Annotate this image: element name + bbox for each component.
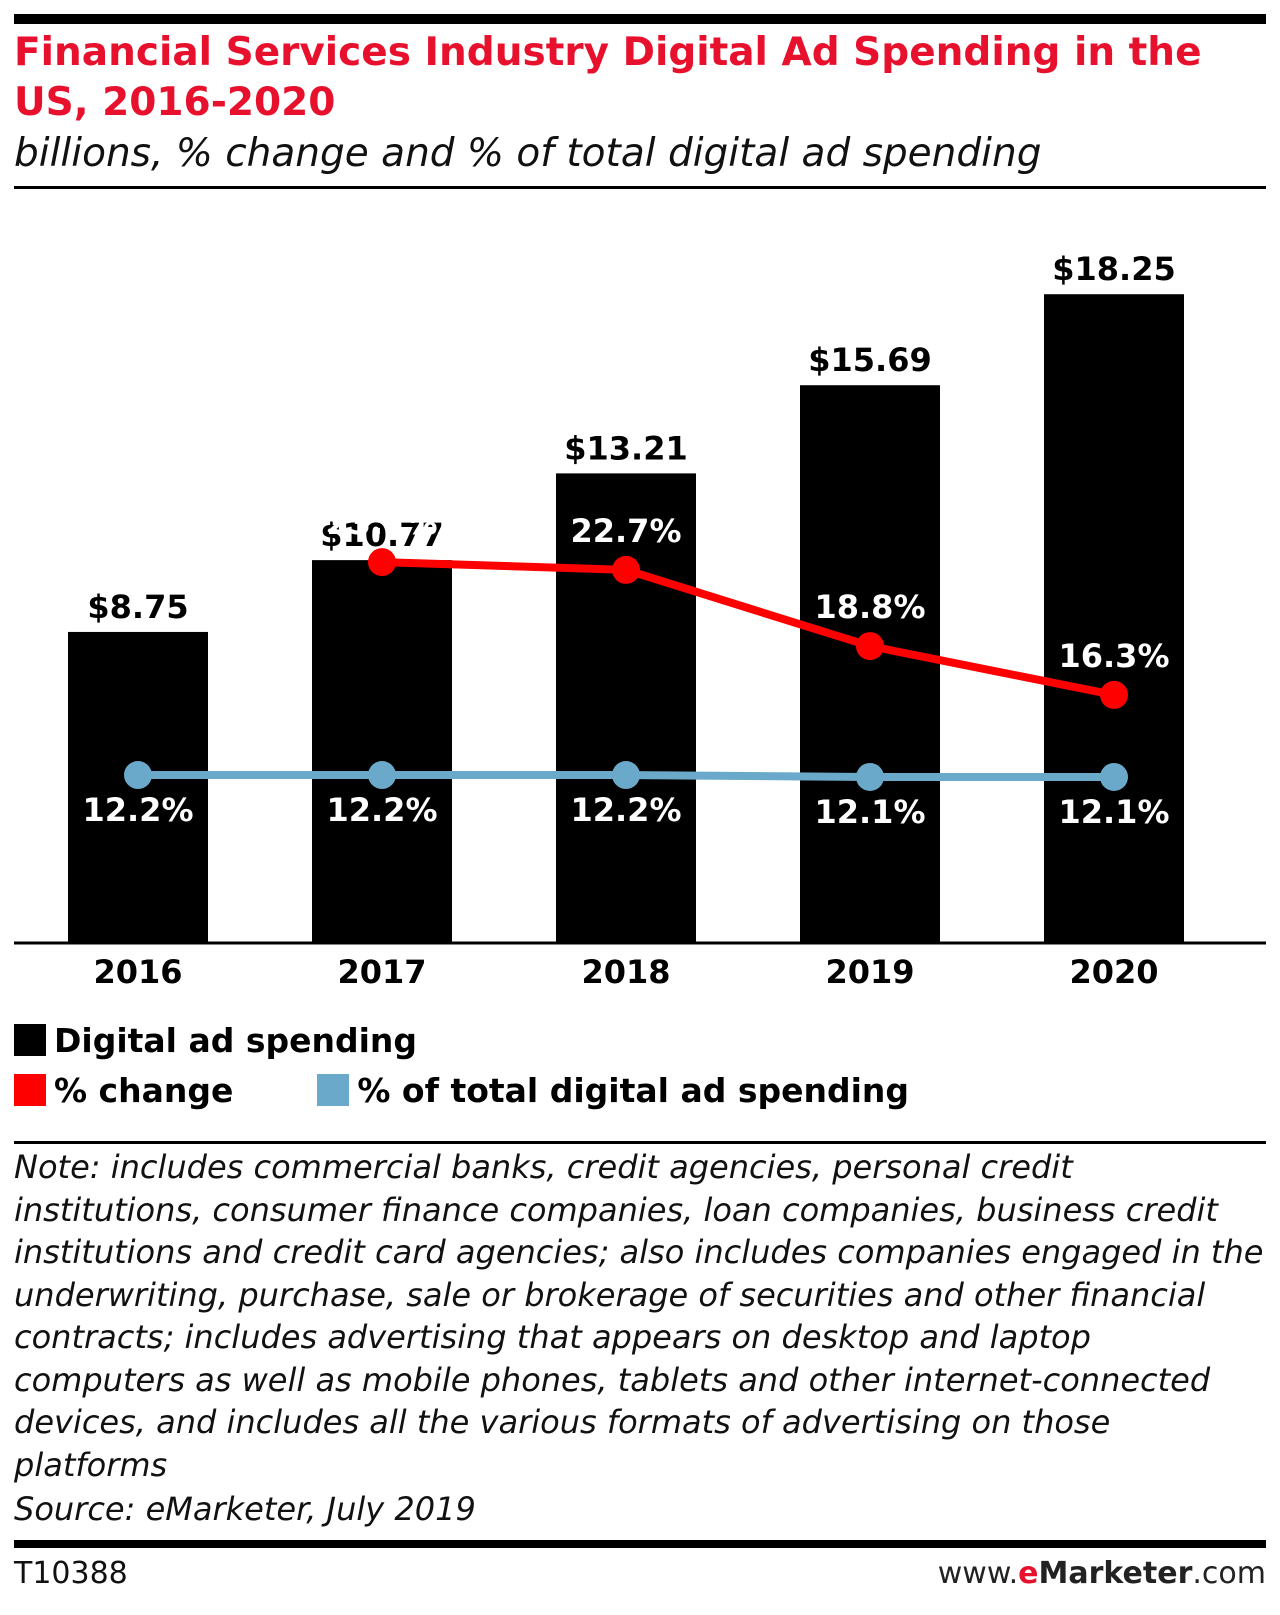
change-label-2019: 18.8% <box>814 588 925 626</box>
x-tick-label-2017: 2017 <box>337 953 426 991</box>
bar-line-chart: $8.75$10.77$13.21$15.69$18.25 12.2% 12.2%… <box>14 250 1266 991</box>
bar-value-label-2016: $8.75 <box>87 588 188 626</box>
legend-row-1: Digital ad spending <box>14 1018 501 1062</box>
share-label-2016: 12.2% <box>82 791 193 829</box>
x-tick-label-2018: 2018 <box>581 953 670 991</box>
change-line <box>378 558 1118 699</box>
change-point-2020 <box>1100 680 1128 709</box>
brand-suffix: .com <box>1192 1556 1266 1591</box>
legend-swatch-blue <box>317 1074 350 1106</box>
share-label-2017: 12.2% <box>326 791 437 829</box>
bar-2020 <box>1044 294 1184 943</box>
legend-item-percent-change: % change <box>14 1071 233 1110</box>
share-label-2018: 12.2% <box>570 791 681 829</box>
change-point-2019 <box>856 632 884 661</box>
x-axis-tick-labels: 2016 2017 2018 2019 2020 <box>93 953 1158 991</box>
legend-swatch-red <box>14 1074 46 1106</box>
note-rule <box>14 1141 1266 1144</box>
source-line: Source: eMarketer, July 2019 <box>14 1490 476 1528</box>
chart-id: T10388 <box>14 1556 128 1591</box>
change-label-2017: 23.1% <box>326 504 437 542</box>
legend-label: % of total digital ad spending <box>357 1070 910 1110</box>
x-tick-label-2019: 2019 <box>825 953 914 991</box>
chart-title: Financial Services Industry Digital Ad S… <box>14 30 1202 125</box>
bottom-rule <box>14 1540 1266 1548</box>
bar-value-label-2020: $18.25 <box>1052 250 1175 288</box>
change-label-2020: 16.3% <box>1058 637 1169 675</box>
x-tick-label-2016: 2016 <box>93 953 182 991</box>
brand-e: e <box>1018 1556 1039 1591</box>
change-point-2017 <box>368 548 396 577</box>
title-rule <box>14 186 1266 189</box>
line-series: 12.2% 12.2% 12.2% 12.1% 12.1% 23.1% 22.7% 18.8%… <box>82 504 1169 831</box>
share-label-2019: 12.1% <box>814 793 925 831</box>
share-point-2017 <box>368 761 396 790</box>
bar-value-label-2019: $15.69 <box>808 341 931 379</box>
legend-label: Digital ad spending <box>54 1020 418 1060</box>
legend-item-percent-of-total: % of total digital ad spending <box>317 1071 909 1110</box>
x-tick-label-2020: 2020 <box>1069 953 1158 991</box>
chart-subtitle: billions, % change and % of total digita… <box>14 131 1042 176</box>
share-point-2016 <box>124 761 152 790</box>
change-label-2018: 22.7% <box>570 512 681 550</box>
share-point-2018 <box>612 761 640 790</box>
legend-swatch-black <box>14 1024 46 1056</box>
share-label-2020: 12.1% <box>1058 793 1169 831</box>
bar-value-label-2018: $13.21 <box>564 429 687 467</box>
legend-item-digital-ad-spending: Digital ad spending <box>14 1021 417 1060</box>
bar-2018 <box>556 473 696 943</box>
bar-2017 <box>312 560 452 943</box>
change-point-2018 <box>612 555 640 584</box>
bar-value-label-2017: $10.77 <box>320 516 443 554</box>
bar-series: $8.75 $10.77 $13.21 $15.69 $18.25 <box>68 250 1184 943</box>
legend-row-2: % change % of total digital ad spending <box>14 1068 993 1112</box>
brand-prefix: www. <box>937 1556 1019 1591</box>
bar-2019 <box>800 385 940 943</box>
share-point-2019 <box>856 762 884 791</box>
legend-label: % change <box>54 1070 234 1110</box>
top-rule <box>14 14 1266 24</box>
brand-name: Marketer <box>1038 1556 1193 1591</box>
footnote: Note: includes commercial banks, credit … <box>14 1148 1264 1484</box>
share-point-2020 <box>1100 762 1128 791</box>
brand-url: www.eMarketer.com <box>938 1556 1266 1591</box>
